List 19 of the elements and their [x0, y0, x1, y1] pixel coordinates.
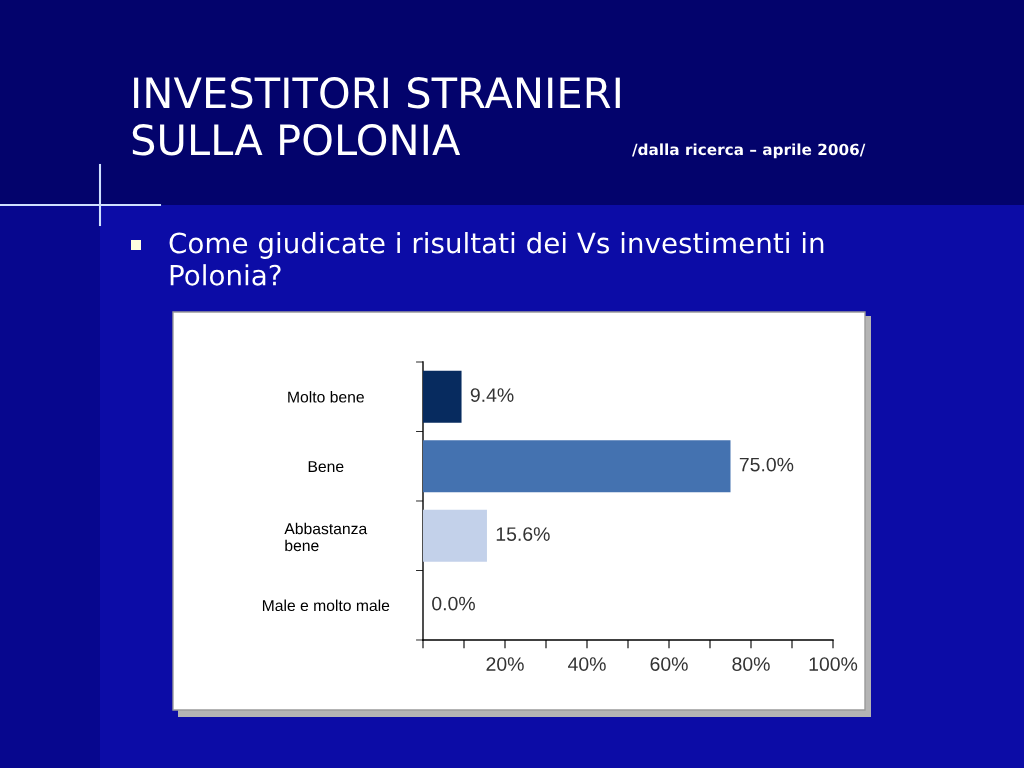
bar: [423, 370, 462, 423]
bar: [423, 509, 487, 562]
text: Come giudicate i risultati dei Vs investimenti in Polonia?: [169, 232, 824, 286]
chart-title: INVESTITORI STRANIERI SULLA POLONIA: [132, 77, 620, 156]
y-tick-label: Molto bene: [288, 391, 364, 403]
bar: [423, 440, 731, 493]
x-tick-label: 40%: [567, 657, 606, 671]
x-tick-label: 60%: [650, 657, 688, 671]
chart-subtitle: /dalla ricerca – aprile 2006/: [632, 143, 866, 159]
x-tick-label: 80%: [732, 657, 770, 671]
data-label: 15.6%: [496, 527, 550, 541]
y-tick-label: Abbastanza bene: [284, 522, 368, 552]
y-tick-label: Male e molto male: [262, 599, 390, 612]
y-tick-label: Bene: [308, 461, 344, 473]
data-label: 0.0%: [432, 596, 475, 611]
x-tick-label: 100%: [809, 657, 858, 671]
x-tick-label: 20%: [486, 657, 524, 671]
data-label: 9.4%: [470, 388, 514, 402]
data-label: 75.0%: [739, 457, 794, 472]
